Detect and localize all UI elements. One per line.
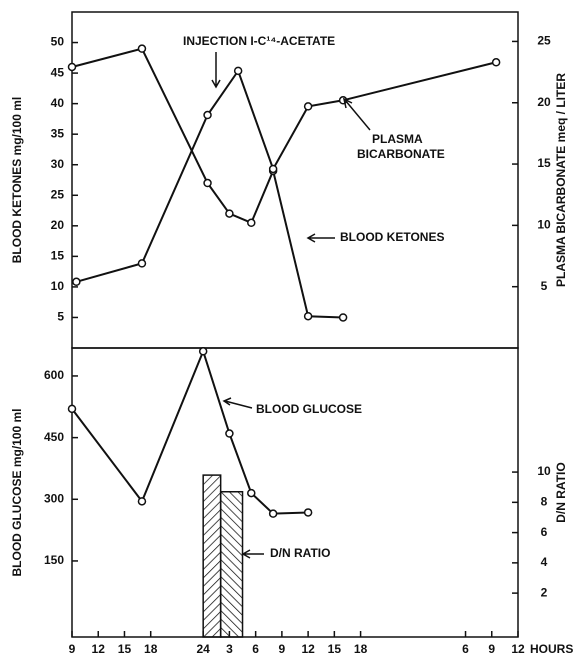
x-axis-label: HOURS [530,642,573,656]
y2-tick-label: 2 [541,585,548,599]
y2-axis-label: PLASMA BICARBONATE meq / LITER [554,73,568,287]
y-tick-label: 10 [51,279,65,293]
data-point [67,404,77,414]
plot-frame [71,347,519,638]
annotation-arrow [211,52,221,89]
y-tick-label: 600 [44,368,64,382]
data-point [303,102,313,111]
y2-tick-label: 10 [537,218,551,232]
x-tick-label: 18 [144,642,158,656]
annotation: D/N RATIO [270,546,330,560]
data-point [225,429,234,438]
y-tick-label: 5 [57,310,64,324]
y-tick-label: 35 [51,126,65,140]
data-point [233,66,243,76]
y2-tick-label: 15 [537,156,551,170]
x-tick-label: 3 [226,642,233,656]
y-tick-label: 25 [51,187,65,201]
data-point [247,218,256,228]
data-point [303,508,313,517]
y-tick-label: 40 [51,96,65,110]
data-point [491,58,501,67]
annotation: PLASMA [372,132,423,146]
data-point [268,164,278,174]
x-tick-label: 9 [69,642,76,656]
data-point [67,62,77,72]
x-tick-label: 12 [511,642,525,656]
y2-tick-label: 4 [541,555,548,569]
data-point [203,178,212,188]
y2-tick-label: 20 [537,95,551,109]
data-point [203,110,212,120]
y-axis-label: BLOOD KETONES mg/100 ml [10,97,24,263]
y2-axis-label: D/N RATIO [554,462,568,522]
annotation-arrow [241,549,264,559]
x-tick-label: 15 [328,642,342,656]
annotation-arrow [222,397,253,409]
x-tick-label: 12 [92,642,106,656]
x-tick-label: 18 [354,642,368,656]
x-tick-label: 24 [196,642,210,656]
data-point [303,311,313,321]
series-line [76,61,497,283]
y-tick-label: 150 [44,553,64,567]
annotation: BLOOD GLUCOSE [256,402,362,416]
annotation: BICARBONATE [357,147,445,161]
y2-tick-label: 6 [541,525,548,539]
data-point [338,313,348,322]
y2-tick-label: 8 [541,495,548,509]
x-tick-label: 9 [279,642,286,656]
data-point [137,259,147,268]
y-tick-label: 20 [51,218,65,232]
plot-frame [71,11,519,349]
y-tick-label: 300 [44,491,64,505]
x-tick-label: 12 [301,642,315,656]
data-point [72,277,81,287]
y-tick-label: 30 [51,157,65,171]
y-tick-label: 450 [44,430,64,444]
data-point [137,44,147,53]
series-line [71,348,309,515]
data-point [247,488,256,498]
data-point [198,347,208,356]
y2-tick-label: 10 [537,464,551,478]
bar [219,490,244,638]
y-tick-label: 15 [51,249,65,263]
x-tick-label: 9 [488,642,495,656]
annotation: INJECTION I-C¹⁴-ACETATE [183,34,335,48]
data-point [268,509,278,518]
data-point [225,209,234,218]
annotation-arrow [306,233,335,243]
y-tick-label: 50 [51,35,65,49]
y2-tick-label: 25 [537,34,551,48]
x-tick-label: 6 [252,642,259,656]
y-tick-label: 45 [51,65,65,79]
series-line [71,47,344,319]
x-tick-label: 15 [118,642,132,656]
y2-tick-label: 5 [541,279,548,293]
y-axis-label: BLOOD GLUCOSE mg/100 ml [10,408,24,576]
x-tick-label: 6 [462,642,469,656]
bar [202,474,222,638]
data-point [137,497,147,506]
annotation-arrow [342,97,371,131]
annotation: BLOOD KETONES [340,230,444,244]
